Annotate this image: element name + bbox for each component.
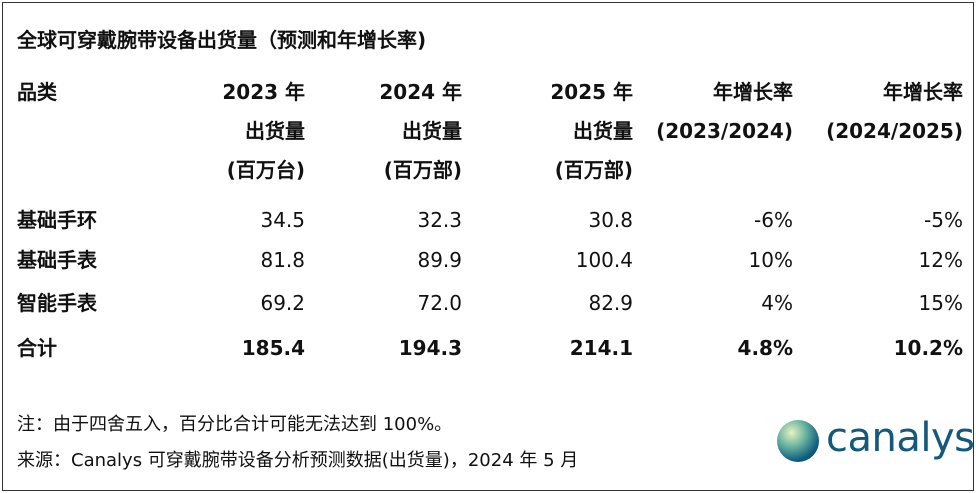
cell: -5% (924, 208, 963, 232)
logo-mark (777, 420, 819, 462)
row-label: 智能手表 (17, 291, 97, 315)
cell: 81.8 (260, 248, 305, 272)
header-cell: 出货量 (573, 119, 633, 143)
header-cell: (百万部) (383, 158, 462, 182)
cell: 194.3 (398, 336, 462, 360)
cell: 4% (761, 291, 793, 315)
cell: 185.4 (241, 336, 305, 360)
cell: 4.8% (737, 336, 793, 360)
header-cell: 品类 (17, 80, 57, 104)
header-cell: 2024 年 (379, 80, 462, 104)
header-cell: (2024/2025) (826, 119, 963, 143)
cell: 10.2% (893, 336, 963, 360)
cell: 30.8 (588, 208, 633, 232)
footnote: 注：由于四舍五入，百分比合计可能无法达到 100%。 (17, 414, 453, 435)
logo-text: canalys (826, 415, 975, 461)
cell: 69.2 (260, 291, 305, 315)
header-cell: 2025 年 (550, 80, 633, 104)
cell: 82.9 (588, 291, 633, 315)
row-label: 合计 (17, 336, 57, 360)
header-cell: (百万台) (226, 158, 305, 182)
row-label: 基础手表 (17, 248, 97, 272)
cell: 15% (918, 291, 963, 315)
header-cell: (2023/2024) (656, 119, 793, 143)
header-cell: (百万部) (554, 158, 633, 182)
cell: 12% (918, 248, 963, 272)
title: 全球可穿戴腕带设备出货量（预测和年增长率) (17, 28, 427, 52)
header-cell: 出货量 (245, 119, 305, 143)
header-cell: 年增长率 (883, 80, 963, 104)
cell: 100.4 (575, 248, 633, 272)
cell: 10% (748, 248, 793, 272)
cell: -6% (754, 208, 793, 232)
cell: 89.9 (417, 248, 462, 272)
header-cell: 年增长率 (713, 80, 793, 104)
header-cell: 出货量 (402, 119, 462, 143)
cell: 34.5 (260, 208, 305, 232)
row-label: 基础手环 (17, 208, 97, 232)
header-cell: 2023 年 (222, 80, 305, 104)
cell: 32.3 (417, 208, 462, 232)
source: 来源：Canalys 可穿戴腕带设备分析预测数据(出货量)，2024 年 5 月 (17, 450, 579, 471)
cell: 214.1 (569, 336, 633, 360)
cell: 72.0 (417, 291, 462, 315)
